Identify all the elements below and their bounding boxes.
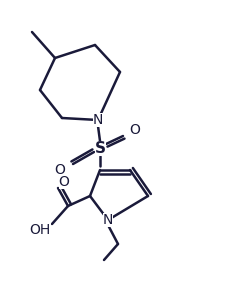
Text: O: O xyxy=(55,163,65,177)
Text: S: S xyxy=(95,141,106,156)
Text: N: N xyxy=(103,213,113,227)
Text: O: O xyxy=(130,123,140,137)
Text: N: N xyxy=(93,113,103,127)
Text: O: O xyxy=(59,175,69,189)
Text: OH: OH xyxy=(29,223,51,237)
